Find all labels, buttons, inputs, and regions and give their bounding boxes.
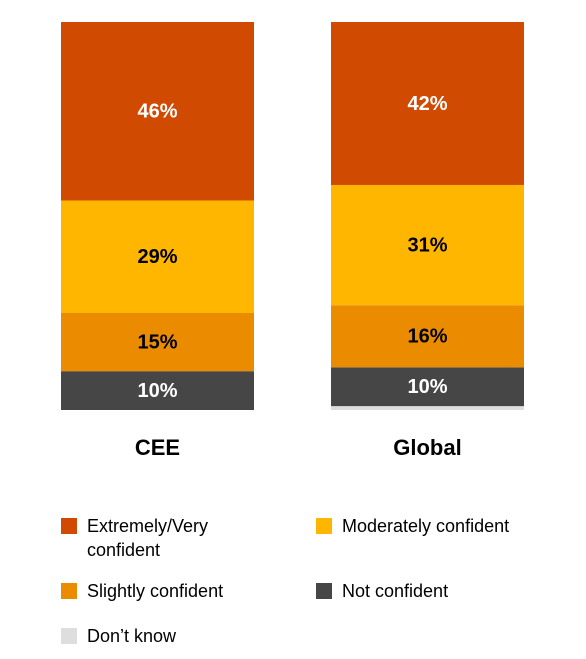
value-label: 15%: [137, 331, 177, 353]
legend-label: Don’t know: [87, 626, 177, 646]
bar-segment: [61, 313, 254, 372]
legend-swatch: [61, 628, 77, 644]
chart: 10% 15% 29% 46% CEE 10% 16% 31% 42% Global: [61, 22, 524, 460]
value-label: 29%: [137, 246, 177, 268]
legend-label: Slightly confident: [87, 581, 224, 601]
bar-segment: [61, 22, 254, 201]
value-label: 31%: [407, 234, 447, 256]
legend-item: Extremely/Very confident: [61, 514, 277, 562]
value-label: 10%: [137, 380, 177, 402]
value-label: 16%: [407, 326, 447, 348]
value-label: 10%: [407, 376, 447, 398]
legend-label: Moderately confident: [342, 516, 510, 536]
legend-swatch: [61, 518, 77, 534]
legend-label: Extremely/Very confident: [87, 516, 209, 560]
bar-segment: [61, 200, 254, 313]
legend-swatch: [61, 583, 77, 599]
legend-swatch: [316, 518, 332, 534]
legend-item: Slightly confident: [61, 579, 277, 603]
category-label: Global: [393, 435, 461, 460]
legend-label: Not confident: [342, 581, 449, 601]
category-label: CEE: [135, 435, 180, 460]
value-label: 46%: [137, 101, 177, 123]
bar-segment: [331, 305, 524, 368]
bar-segment: [331, 22, 524, 185]
bar-segment: [61, 371, 254, 410]
bar-segment: [331, 184, 524, 306]
legend-item: Moderately confident: [316, 514, 532, 538]
bar-segment: [331, 367, 524, 407]
legend-item: Don’t know: [61, 624, 277, 648]
legend-swatch: [316, 583, 332, 599]
bar-segment: [331, 406, 524, 410]
value-label: 42%: [407, 93, 447, 115]
legend-item: Not confident: [316, 579, 532, 603]
